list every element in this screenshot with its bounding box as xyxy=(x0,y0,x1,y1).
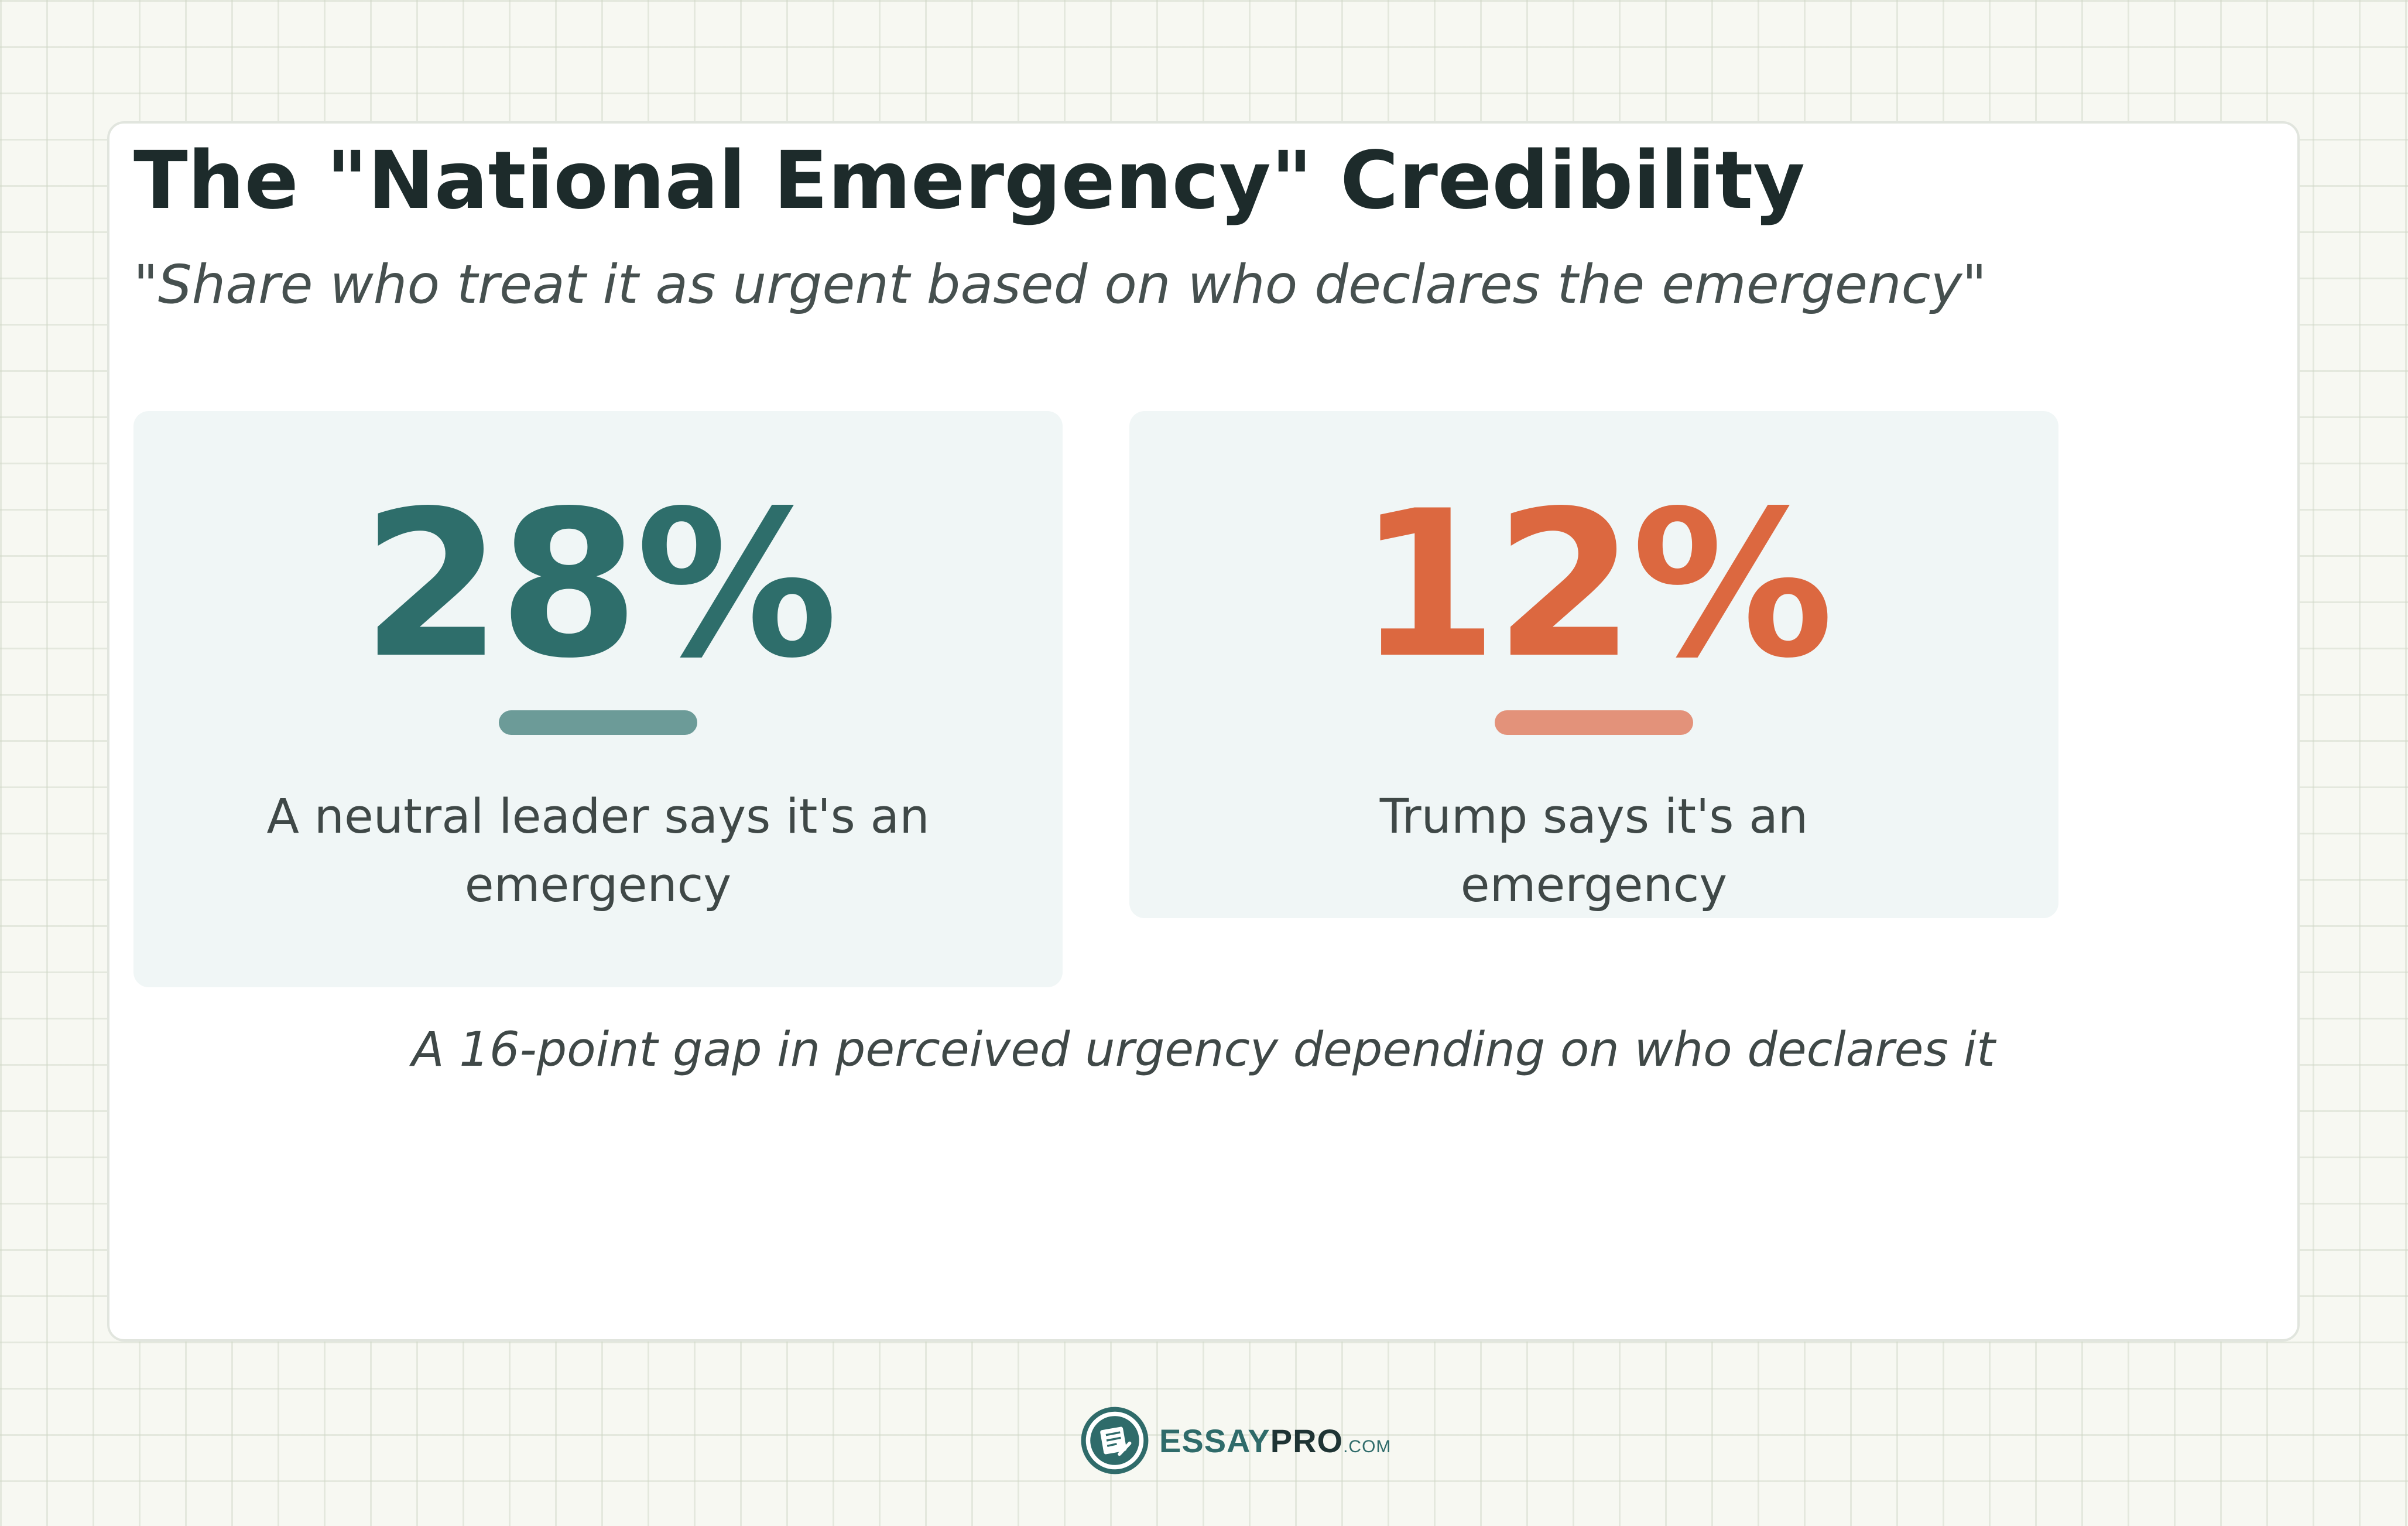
stat-value-trump: 12% xyxy=(1357,468,1834,703)
brand-wordmark: ESSAYPRO.COM xyxy=(1159,1422,1392,1459)
stat-divider-trump xyxy=(1494,710,1693,735)
chart-subtitle: "Share who treat it as urgent based on w… xyxy=(133,254,1987,316)
stat-label-trump: Trump says it's an emergency xyxy=(1379,789,1808,913)
stat-card-neutral-leader: 28% A neutral leader says it's an emerge… xyxy=(133,411,1063,987)
stat-label-neutral-leader: A neutral leader says it's an emergency xyxy=(266,789,930,913)
notepad-pen-icon xyxy=(1081,1407,1149,1474)
brand-logo: ESSAYPRO.COM xyxy=(1081,1405,1391,1476)
stat-card-trump: 12% Trump says it's an emergency xyxy=(1129,411,2058,918)
stat-value-neutral-leader: 28% xyxy=(361,468,838,703)
chart-footnote: A 16-point gap in perceived urgency depe… xyxy=(412,1022,1995,1077)
stat-divider-neutral-leader xyxy=(498,710,697,735)
chart-title: The "National Emergency" Credibility xyxy=(133,135,1806,227)
